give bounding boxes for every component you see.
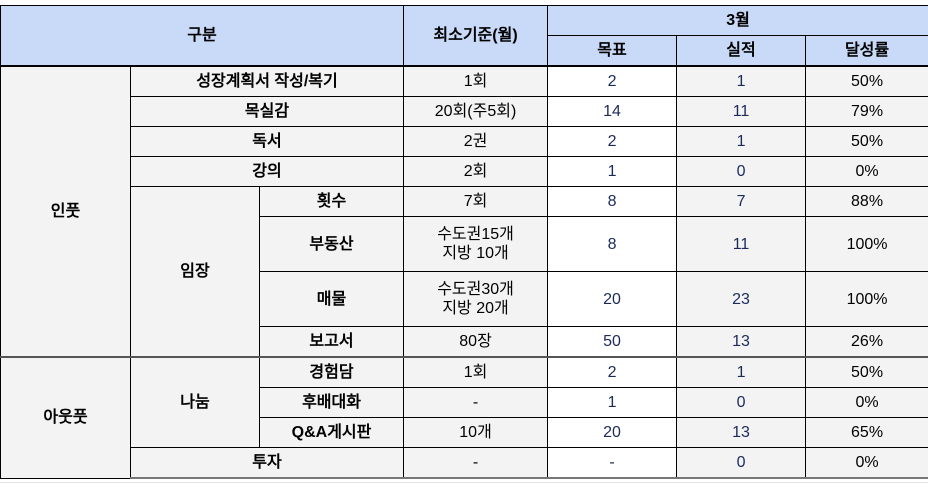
actual-value: 1: [677, 66, 806, 97]
minimum-value: 2회: [404, 157, 548, 187]
actual-value: 0: [677, 388, 806, 418]
item-label: Q&A게시판: [260, 418, 404, 448]
minimum-value: 1회: [404, 66, 548, 97]
subgroup-imjang: 임장: [131, 187, 260, 358]
item-label: 부동산: [260, 217, 404, 272]
actual-value: 1: [677, 357, 806, 388]
minimum-value: -: [404, 448, 548, 479]
header-minimum: 최소기준(월): [404, 6, 548, 67]
item-label: 매물: [260, 272, 404, 327]
minimum-value: 20회(주5회): [404, 97, 548, 127]
rate-value: 79%: [806, 97, 928, 127]
actual-value: 23: [677, 272, 806, 327]
goal-value: 8: [548, 187, 677, 217]
rate-value: 100%: [806, 217, 928, 272]
header-category: 구분: [1, 6, 404, 67]
minimum-value: 7회: [404, 187, 548, 217]
item-label: 투자: [131, 448, 404, 479]
rate-value: 65%: [806, 418, 928, 448]
goal-value: 20: [548, 272, 677, 327]
item-label: 후배대화: [260, 388, 404, 418]
rate-value: 50%: [806, 127, 928, 157]
minimum-value: 80장: [404, 327, 548, 358]
minimum-value: 1회: [404, 357, 548, 388]
goal-value: 1: [548, 157, 677, 187]
rate-value: 50%: [806, 357, 928, 388]
goal-value: 2: [548, 127, 677, 157]
rate-value: 88%: [806, 187, 928, 217]
item-label: 경험담: [260, 357, 404, 388]
actual-value: 13: [677, 418, 806, 448]
rate-value: 0%: [806, 388, 928, 418]
item-label: 성장계획서 작성/복기: [131, 66, 404, 97]
rate-value: 0%: [806, 157, 928, 187]
goal-value: 14: [548, 97, 677, 127]
item-label: 보고서: [260, 327, 404, 358]
goal-value: 2: [548, 66, 677, 97]
header-month: 3월: [548, 6, 928, 36]
goal-value: 20: [548, 418, 677, 448]
minimum-value: 2권: [404, 127, 548, 157]
rate-value: 50%: [806, 66, 928, 97]
header-rate: 달성률: [806, 36, 928, 67]
item-label: 강의: [131, 157, 404, 187]
header-goal: 목표: [548, 36, 677, 67]
goal-value: 2: [548, 357, 677, 388]
actual-value: 13: [677, 327, 806, 358]
actual-value: 1: [677, 127, 806, 157]
actual-value: 0: [677, 157, 806, 187]
item-label: 목실감: [131, 97, 404, 127]
actual-value: 7: [677, 187, 806, 217]
minimum-value: -: [404, 388, 548, 418]
minimum-value: 수도권15개 지방 10개: [404, 217, 548, 272]
item-label: 횟수: [260, 187, 404, 217]
rate-value: 100%: [806, 272, 928, 327]
minimum-value: 수도권30개 지방 20개: [404, 272, 548, 327]
item-label: 독서: [131, 127, 404, 157]
goal-value: 8: [548, 217, 677, 272]
group-input: 인풋: [1, 66, 131, 357]
goal-value: -: [548, 448, 677, 479]
actual-value: 11: [677, 97, 806, 127]
goal-value: 1: [548, 388, 677, 418]
subgroup-sharing: 나눔: [131, 357, 260, 448]
actual-value: 11: [677, 217, 806, 272]
header-actual: 실적: [677, 36, 806, 67]
rate-value: 26%: [806, 327, 928, 358]
minimum-value: 10개: [404, 418, 548, 448]
group-output: 아웃풋: [1, 357, 131, 478]
goal-value: 50: [548, 327, 677, 358]
actual-value: 0: [677, 448, 806, 479]
rate-value: 0%: [806, 448, 928, 479]
